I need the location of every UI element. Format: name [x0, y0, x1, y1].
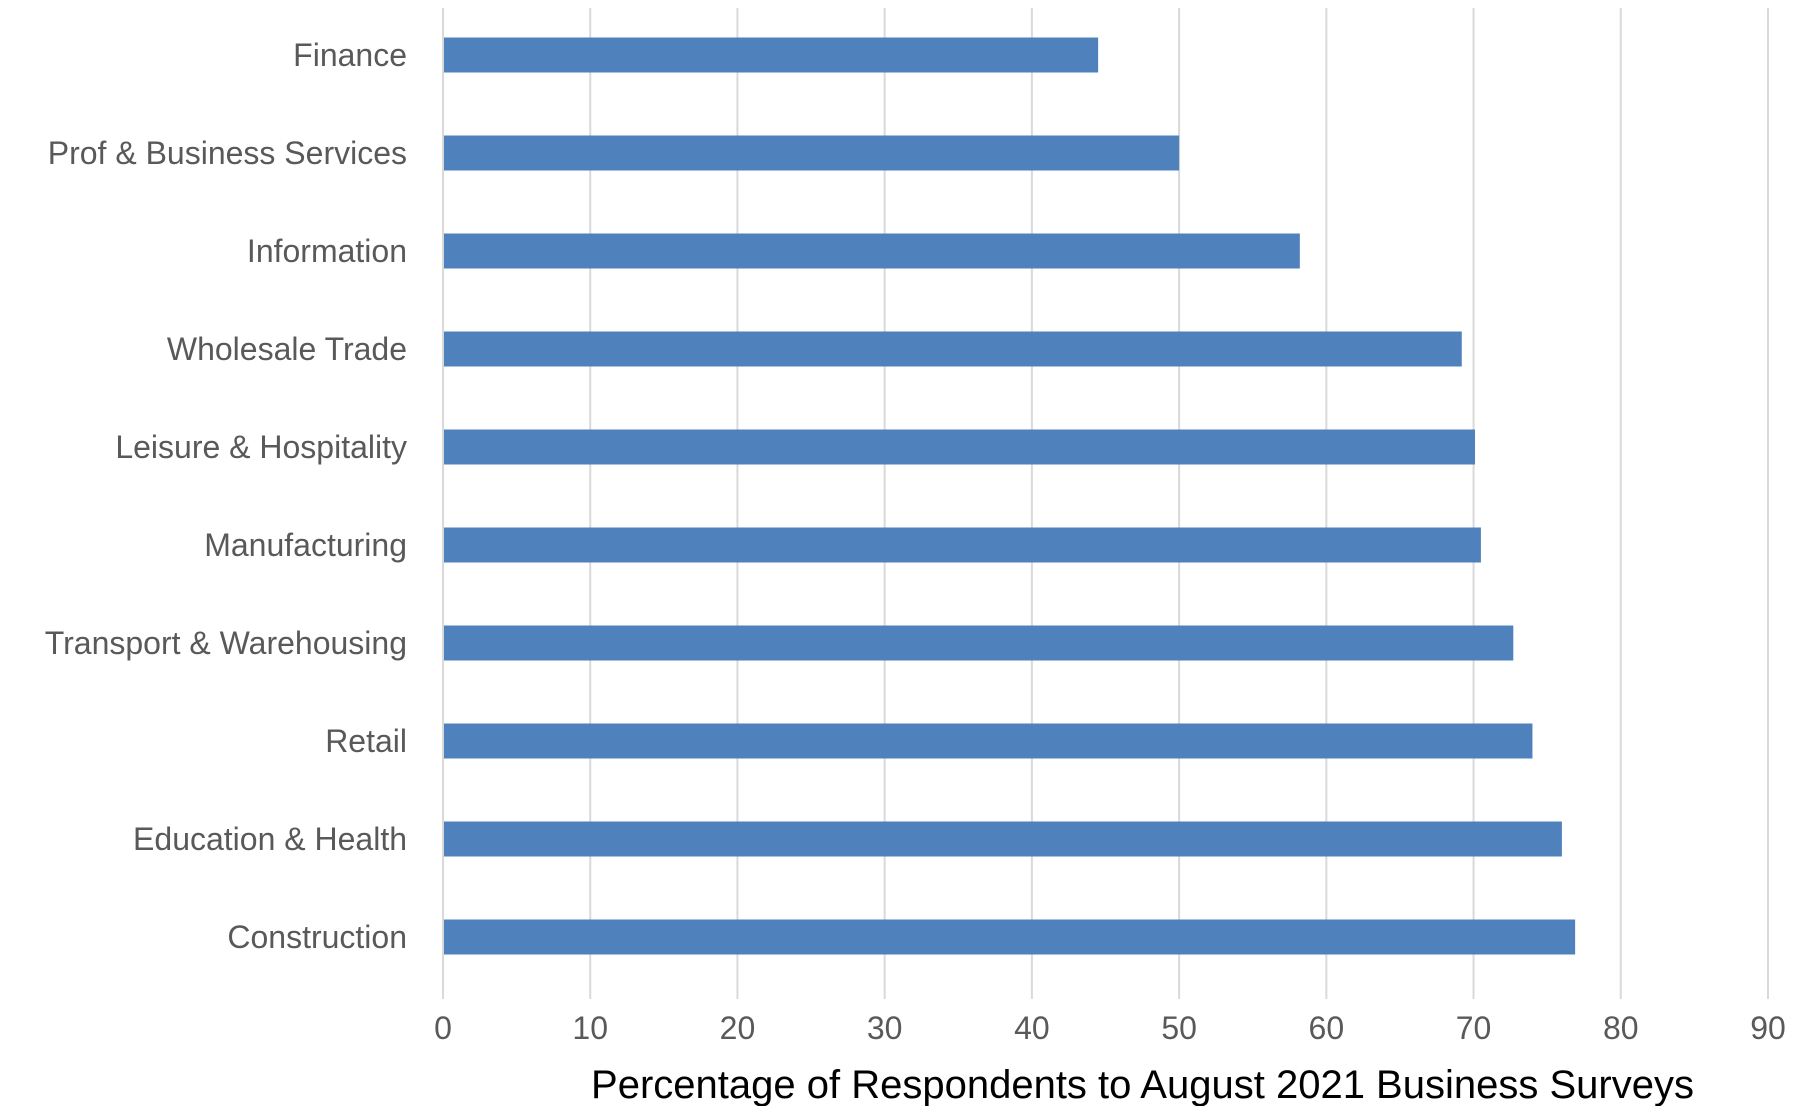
x-tick-label: 10 — [572, 1010, 608, 1046]
category-labels: Finance Prof & Business Services Informati… — [45, 37, 407, 955]
bar-information — [444, 233, 1300, 269]
bar-construction — [444, 919, 1576, 955]
x-tick-label: 70 — [1456, 1010, 1492, 1046]
bar-wholesale-trade — [444, 331, 1462, 367]
bar-finance — [444, 37, 1099, 73]
x-tick-label: 40 — [1014, 1010, 1050, 1046]
bar-prof-business-services — [444, 135, 1180, 171]
category-label: Manufacturing — [204, 527, 407, 563]
x-tick-label: 60 — [1309, 1010, 1345, 1046]
bar-retail — [444, 723, 1533, 759]
bar-manufacturing — [444, 527, 1481, 563]
category-label: Education & Health — [133, 821, 407, 857]
bars — [444, 37, 1576, 955]
x-tick-label: 50 — [1161, 1010, 1197, 1046]
category-label: Prof & Business Services — [48, 135, 407, 171]
bar-transport-warehousing — [444, 625, 1514, 661]
x-tick-label: 90 — [1750, 1010, 1786, 1046]
bar-leisure-hospitality — [444, 429, 1476, 465]
category-label: Finance — [293, 37, 407, 73]
x-tick-label: 80 — [1603, 1010, 1639, 1046]
bar-education-health — [444, 821, 1562, 857]
x-axis-title: Percentage of Respondents to August 2021… — [591, 1063, 1694, 1106]
category-label: Retail — [325, 723, 407, 759]
category-label: Leisure & Hospitality — [115, 429, 407, 465]
category-label: Wholesale Trade — [167, 331, 407, 367]
category-label: Transport & Warehousing — [45, 625, 407, 661]
x-tick-label: 0 — [434, 1010, 452, 1046]
x-tick-label: 20 — [720, 1010, 756, 1046]
category-label: Construction — [227, 919, 407, 955]
x-tick-label: 30 — [867, 1010, 903, 1046]
category-label: Information — [247, 233, 407, 269]
x-tick-labels: 0 10 20 30 40 50 60 70 80 90 — [434, 1010, 1786, 1046]
